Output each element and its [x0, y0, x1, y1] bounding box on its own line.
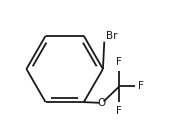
- Text: F: F: [138, 81, 144, 91]
- Text: F: F: [116, 57, 122, 67]
- Text: Br: Br: [106, 31, 118, 41]
- Text: F: F: [116, 106, 122, 116]
- Text: O: O: [98, 98, 106, 108]
